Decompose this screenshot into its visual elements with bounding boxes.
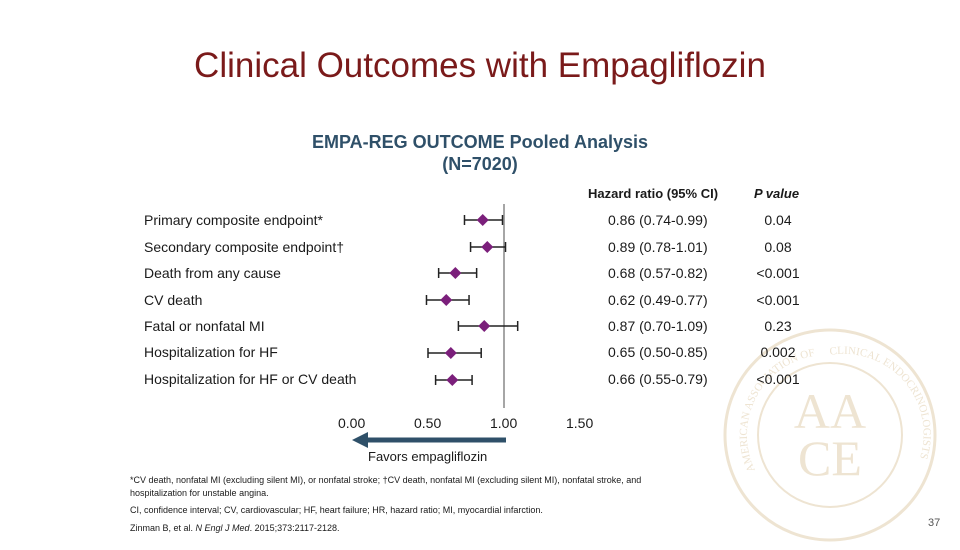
hr-point-marker [449,267,462,279]
footnote-line-2: hospitalization for unstable angina. [130,488,269,498]
hr-point-marker [444,347,457,359]
footnote-endpoints: *CV death, nonfatal MI (excluding silent… [130,474,641,500]
slide-title: Clinical Outcomes with Empagliflozin [194,46,766,85]
row-hr-ci: 0.65 (0.50-0.85) [608,344,708,360]
row-p-value: <0.001 [756,292,800,308]
x-tick-label: 0.00 [338,415,366,431]
row-hr-ci: 0.86 (0.74-0.99) [608,212,708,228]
hazard-ratio-header: Hazard ratio (95% CI) [588,186,719,201]
aace-seal-watermark: AMERICAN ASSOCIATION OF CLINICAL ENDOCRI… [723,328,937,542]
seal-inner-ring [757,362,903,508]
footnote-line-1: *CV death, nonfatal MI (excluding silent… [130,475,642,485]
subtitle-line-1: EMPA-REG OUTCOME Pooled Analysis [311,132,649,152]
p-value-header: P value [754,186,800,201]
row-p-value: 0.002 [760,344,796,360]
row-label: CV death [144,292,203,308]
chart-subtitle: EMPA-REG OUTCOME Pooled Analysis (N=7020… [0,131,960,175]
row-label: Hospitalization for HF or CV death [144,371,357,387]
row-label: Primary composite endpoint* [144,212,323,228]
x-tick-label: 1.00 [490,415,518,431]
row-p-value: <0.001 [756,371,800,387]
row-label: Secondary composite endpoint† [144,239,345,255]
row-hr-ci: 0.68 (0.57-0.82) [608,265,708,281]
row-p-value: 0.23 [764,318,792,334]
hr-point-marker [446,374,459,386]
favors-arrow-head [352,432,368,448]
row-label: Hospitalization for HF [144,344,278,360]
row-p-value: <0.001 [756,265,800,281]
subtitle-line-2: (N=7020) [442,154,518,174]
citation-details: . 2015;373:2117-2128. [249,523,340,533]
favors-label: Favors empagliflozin [368,449,488,464]
row-label: Death from any cause [144,265,281,281]
citation-authors: Zinman B, et al. [130,523,196,533]
row-hr-ci: 0.89 (0.78-1.01) [608,239,708,255]
row-hr-ci: 0.87 (0.70-1.09) [608,318,708,334]
citation-journal: N Engl J Med [195,523,250,533]
hr-point-marker [481,241,494,253]
seal-monogram-top: AA [794,383,866,439]
row-hr-ci: 0.62 (0.49-0.77) [608,292,708,308]
row-p-value: 0.08 [764,239,792,255]
hr-point-marker [476,214,489,226]
footnote-abbreviations: CI, confidence interval; CV, cardiovascu… [130,505,543,515]
page-number: 37 [928,517,941,529]
favors-arrow-icon [352,432,506,448]
row-p-value: 0.04 [764,212,792,228]
row-label: Fatal or nonfatal MI [144,318,265,334]
x-tick-label: 1.50 [566,415,594,431]
footnote-citation: Zinman B, et al. N Engl J Med. 2015;373:… [130,522,339,535]
hr-point-marker [440,294,453,306]
x-tick-label: 0.50 [414,415,442,431]
row-hr-ci: 0.66 (0.55-0.79) [608,371,708,387]
seal-monogram-bottom: CE [798,430,862,486]
hr-point-marker [478,320,491,332]
